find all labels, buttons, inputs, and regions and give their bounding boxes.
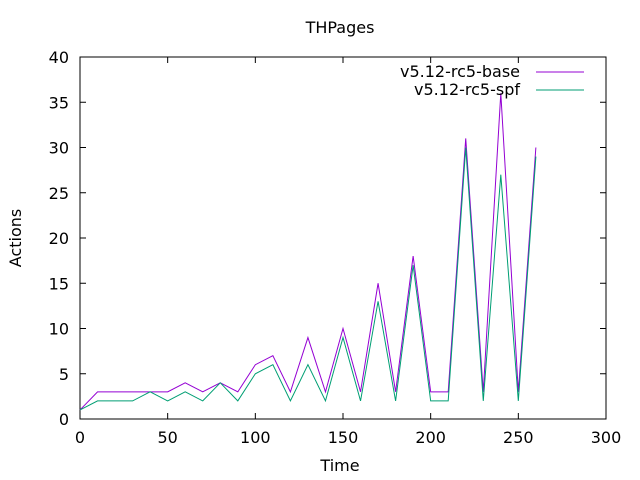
y-tick-label: 30 (49, 139, 69, 158)
x-tick-label: 50 (157, 428, 177, 447)
x-tick-label: 0 (75, 428, 85, 447)
y-tick-label: 20 (49, 229, 69, 248)
y-tick-label: 5 (59, 365, 69, 384)
chart-title: THPages (305, 18, 375, 37)
y-tick-label: 15 (49, 274, 69, 293)
y-tick-label: 35 (49, 93, 69, 112)
y-tick-label: 10 (49, 320, 69, 339)
x-tick-label: 300 (591, 428, 622, 447)
x-tick-label: 200 (415, 428, 446, 447)
plot-frame (79, 56, 607, 420)
x-tick-label: 150 (328, 428, 359, 447)
y-axis: 0 5 10 15 20 25 30 35 40 (49, 48, 606, 429)
x-axis: 0 50 100 150 200 250 300 (75, 57, 621, 447)
y-tick-label: 25 (49, 184, 69, 203)
y-tick-label: 0 (59, 410, 69, 429)
series-line-0 (79, 93, 537, 411)
y-axis-label: Actions (6, 209, 25, 267)
series-line-1 (79, 147, 537, 411)
y-tick-label: 40 (49, 48, 69, 67)
legend-label-1: v5.12-rc5-spf (414, 80, 520, 99)
series-layer (79, 93, 537, 411)
x-tick-label: 100 (240, 428, 271, 447)
x-tick-label: 250 (503, 428, 534, 447)
x-axis-label: Time (319, 456, 359, 475)
legend-label-0: v5.12-rc5-base (400, 62, 520, 81)
